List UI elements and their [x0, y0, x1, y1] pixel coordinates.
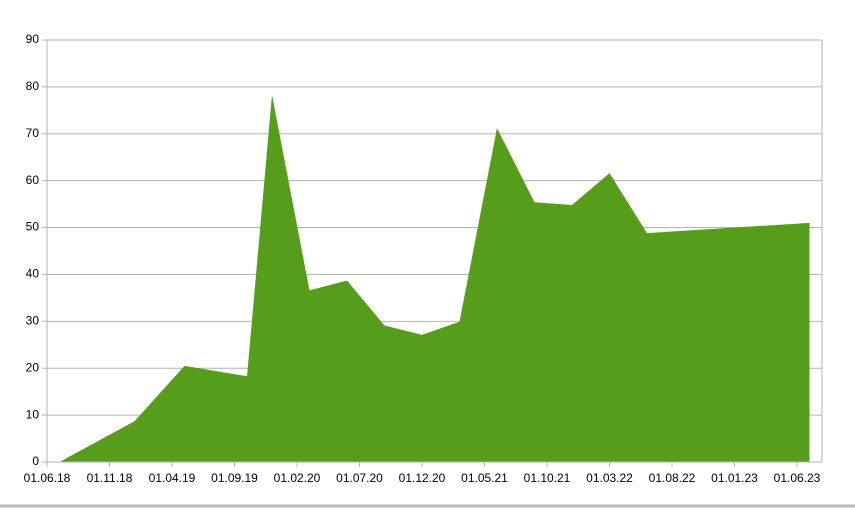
y-tick-label: 80: [26, 79, 40, 93]
y-tick-label: 90: [26, 32, 40, 46]
x-tick-label: 01.08.22: [649, 471, 696, 485]
x-tick-label: 01.02.20: [274, 471, 321, 485]
x-tick-label: 01.07.20: [336, 471, 383, 485]
y-tick-label: 20: [26, 360, 40, 374]
x-tick-label: 01.05.21: [461, 471, 508, 485]
y-tick-label: 30: [26, 314, 40, 328]
x-tick-label: 01.03.22: [586, 471, 633, 485]
x-tick-label: 01.01.23: [711, 471, 758, 485]
x-tick-label: 01.10.21: [524, 471, 571, 485]
y-tick-label: 60: [26, 173, 40, 187]
y-tick-label: 40: [26, 267, 40, 281]
y-tick-label: 0: [32, 454, 39, 468]
y-tick-label: 50: [26, 220, 40, 234]
area: [59, 94, 810, 463]
y-tick-label: 70: [26, 126, 40, 140]
y-tick-label: 10: [26, 407, 40, 421]
x-tick-label: 01.12.20: [399, 471, 446, 485]
x-tick-label: 01.06.23: [774, 471, 821, 485]
x-tick-label: 01.09.19: [211, 471, 258, 485]
x-tick-label: 01.11.18: [87, 471, 133, 485]
x-tick-label: 01.04.19: [149, 471, 196, 485]
x-tick-label: 01.06.18: [24, 471, 71, 485]
